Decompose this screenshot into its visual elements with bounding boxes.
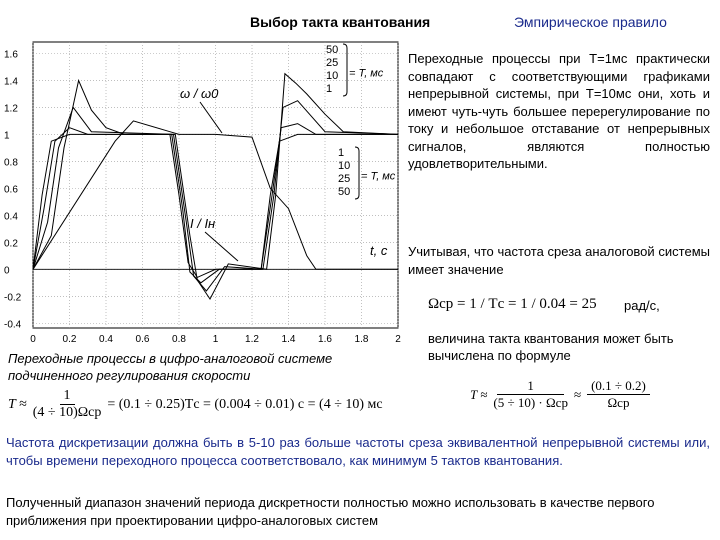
formula-omega: Ωср = 1 / Tс = 1 / 0.04 = 25 [428, 296, 597, 312]
caption-line-2: подчиненного регулирования скорости [8, 368, 251, 383]
legend-value: 1 [338, 147, 344, 159]
formula-left-fraction: 1 (4 ÷ 10)Ωср [33, 388, 102, 421]
formula-right-fraction-2: (0.1 ÷ 0.2) Ωср [587, 378, 650, 411]
y-tick-label: 1.6 [4, 49, 18, 60]
formula-left: T ≈ 1 (4 ÷ 10)Ωср = (0.1 ÷ 0.25)Tс = (0.… [8, 388, 383, 421]
legend-brace [354, 146, 360, 200]
series-line [32, 72, 399, 300]
paragraph-transients: Переходные процессы при T=1мс практическ… [408, 51, 710, 171]
x-tick-label: 1 [213, 334, 219, 345]
formula-left-num: 1 [59, 388, 75, 405]
y-tick-label: 1 [4, 130, 10, 141]
formula-right-num-1: 1 [497, 378, 564, 395]
x-tick-label: 1.8 [355, 334, 369, 345]
figure-caption: Переходные процессы в цифро-аналоговой с… [8, 350, 332, 384]
annotation-speed-arrow [199, 101, 223, 134]
caption-line-1: Переходные процессы в цифро-аналоговой с… [8, 351, 333, 366]
formula-right-den-2: Ωср [607, 395, 630, 410]
x-tick-label: 0.4 [99, 334, 113, 345]
y-tick-label: -0.2 [4, 292, 22, 303]
transient-chart: 1.61.41.210.80.60.40.20-0.2-0.4 0 0.2 0.4 0… [4, 41, 401, 345]
slide-subtitle: Эмпирическое правило [514, 14, 667, 30]
formula-right-den-1: (5 ÷ 10) · Ωср [493, 395, 568, 410]
x-tick-label: 1.6 [318, 334, 332, 345]
paragraph-sampling-rate: Частота дискретизации должна быть в 5-10… [6, 435, 710, 468]
formula-right-num-2: (0.1 ÷ 0.2) [587, 378, 650, 395]
chart-grid [32, 41, 399, 329]
y-tick-label: 0.4 [4, 211, 18, 222]
formula-right-T: T ≈ [470, 386, 488, 402]
legend-value: 25 [326, 57, 338, 69]
chart-series [32, 72, 399, 300]
legend-label: = T, мс [361, 171, 396, 183]
x-tick-label: 2 [395, 334, 401, 345]
formula-right-eq: ≈ [573, 386, 582, 402]
legend-brace [342, 43, 348, 97]
y-tick-labels: 1.6 1.4 1.2 1 0.8 0.6 0.4 0.2 0 -0.2 -0.4 [4, 49, 22, 330]
paragraph-conclusion: Полученный диапазон значений периода дис… [6, 495, 655, 528]
x-tick-label: 0 [30, 334, 36, 345]
legend-value: 25 [338, 173, 350, 185]
y-tick-label: 1.4 [4, 76, 18, 87]
annotation-current: I / Iн [190, 216, 215, 231]
annotation-speed: ω / ω0 [180, 86, 219, 101]
legend-value: 50 [338, 186, 350, 198]
y-tick-label: 0.8 [4, 157, 18, 168]
y-tick-label: 0 [4, 265, 10, 276]
formula-left-den: (4 ÷ 10)Ωср [32, 405, 102, 420]
y-tick-label: 0.2 [4, 238, 18, 249]
legend-label: = T, мс [349, 68, 384, 80]
formula-right-fraction-1: 1 (5 ÷ 10) · Ωср [493, 378, 568, 411]
x-tick-label: 1.4 [282, 334, 296, 345]
legend-value: 1 [326, 83, 332, 95]
x-tick-label: 0.2 [63, 334, 77, 345]
x-tick-label: 0.6 [136, 334, 150, 345]
formula-left-T: T ≈ [8, 396, 27, 412]
y-tick-label: -0.4 [4, 319, 22, 330]
formula-omega-unit: рад/с, [624, 298, 660, 313]
x-tick-label: 1.2 [245, 334, 259, 345]
series-line [32, 120, 398, 270]
paragraph-quantization: величина такта квантования может быть вы… [428, 331, 674, 363]
annotation-current-arrow [204, 231, 239, 262]
legend-value: 10 [338, 160, 350, 172]
x-axis-label: t, c [370, 243, 388, 258]
x-tick-labels: 0 0.2 0.4 0.6 0.8 1 1.2 1.4 1.6 1.8 2 [30, 334, 401, 345]
y-tick-label: 0.6 [4, 184, 18, 195]
y-tick-label: 1.2 [4, 103, 18, 114]
formula-right: T ≈ 1 (5 ÷ 10) · Ωср ≈ (0.1 ÷ 0.2) Ωср [470, 378, 650, 411]
legend-value: 10 [326, 70, 338, 82]
x-tick-label: 0.8 [172, 334, 186, 345]
legend-value: 50 [326, 44, 338, 56]
formula-left-rest: = (0.1 ÷ 0.25)Tс = (0.004 ÷ 0.01) с = (4… [107, 396, 383, 412]
slide-title: Выбор такта квантования [250, 14, 431, 30]
paragraph-cutoff: Учитывая, что частота среза аналоговой с… [408, 244, 710, 277]
